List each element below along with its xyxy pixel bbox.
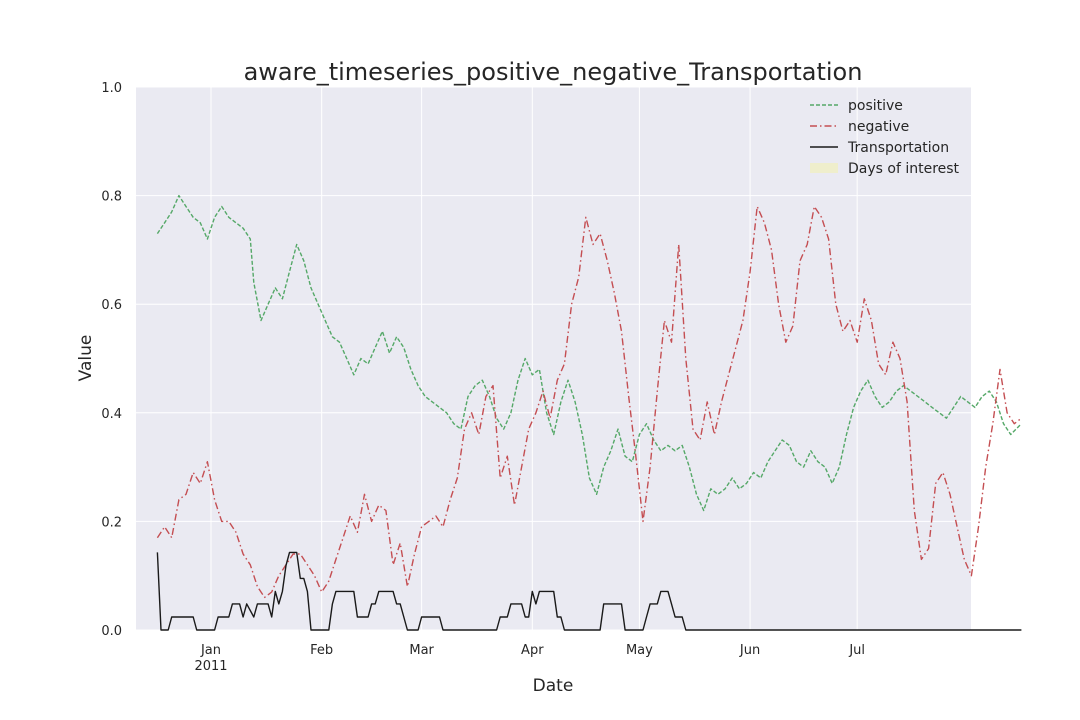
x-tick-label: May [626,643,653,658]
x-tick-label: Mar [409,643,434,658]
x-tick-label: Jun [739,643,760,658]
x-axis-label: Date [533,676,574,696]
y-tick-label: 0.8 [101,190,122,205]
legend-label: negative [848,119,909,135]
x-tick-label: Jul [848,643,865,658]
legend-label: positive [848,98,903,114]
x-tick-label: Jan [200,643,221,658]
y-tick-label: 0.2 [101,515,122,530]
chart-title: aware_timeseries_positive_negative_Trans… [244,58,863,86]
legend-label: Transportation [847,140,949,156]
x-tick-label: Apr [521,643,544,658]
y-tick-label: 0.4 [101,407,122,422]
legend-label: Days of interest [848,161,960,177]
x-tick-sublabel: 2011 [194,659,227,674]
x-tick-label: Feb [310,643,333,658]
y-tick-label: 0.6 [101,298,122,313]
legend-swatch-days-of-interest [810,163,838,173]
y-tick-label: 0.0 [101,624,122,639]
y-tick-label: 1.0 [101,81,122,96]
y-axis-label: Value [76,335,96,382]
y-axis-ticks: 0.0 0.2 0.4 0.6 0.8 1.0 [101,81,122,639]
plot-background [136,87,971,630]
